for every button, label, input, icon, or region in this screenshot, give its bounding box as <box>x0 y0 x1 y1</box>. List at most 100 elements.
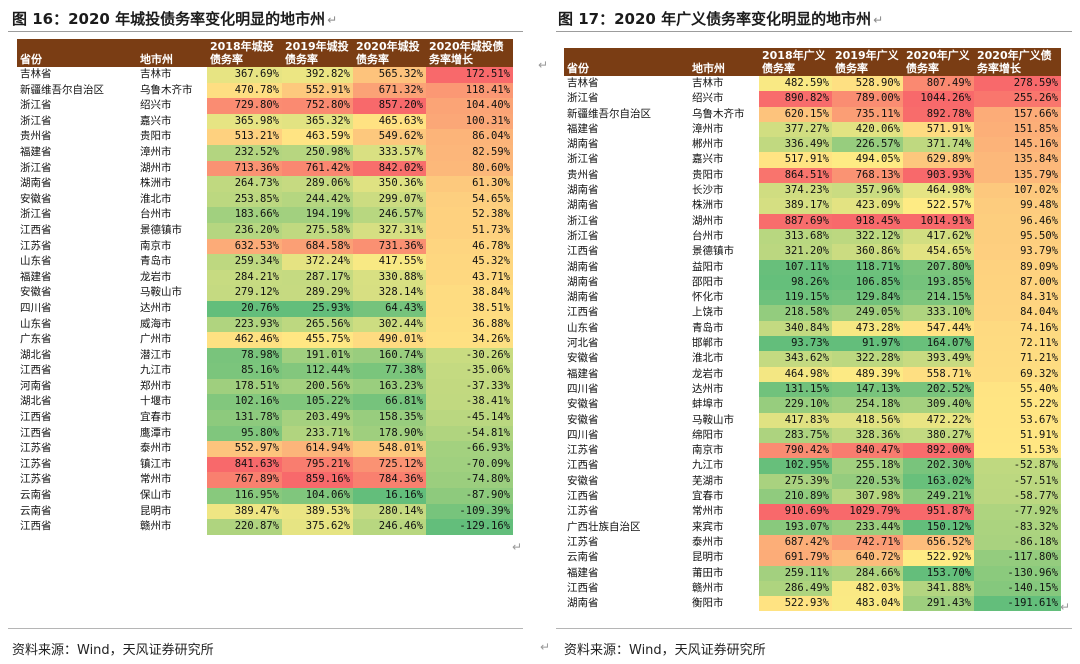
table-row: 安徽省 马鞍山市 417.83% 418.56% 472.22% 53.67% <box>564 412 1061 428</box>
value-cell: 236.20% <box>207 222 282 239</box>
value-cell: 892.00% <box>903 443 974 459</box>
value-cell: 472.22% <box>903 412 974 428</box>
value-cell: 20.76% <box>207 300 282 317</box>
value-cell: -58.77% <box>974 489 1061 505</box>
value-cell: 713.36% <box>207 160 282 177</box>
city-cell: 芜湖市 <box>692 474 724 487</box>
value-cell: 284.66% <box>832 565 903 581</box>
value-cell: 522.57% <box>903 198 974 214</box>
city-cell: 达州市 <box>140 301 172 314</box>
city-cell: 青岛市 <box>692 321 724 334</box>
city-cell: 龙岩市 <box>692 367 724 380</box>
city-cell: 绍兴市 <box>692 92 724 105</box>
value-cell: 482.03% <box>832 580 903 597</box>
city-cell: 绍兴市 <box>140 99 172 112</box>
province-cell: 湖南省 <box>567 184 599 197</box>
value-cell: 327.31% <box>353 222 426 239</box>
province-cell: 江苏省 <box>567 444 599 457</box>
province-cell: 江西省 <box>20 520 52 533</box>
province-cell: 湖南省 <box>567 597 599 610</box>
value-cell: 118.41% <box>426 82 513 99</box>
value-cell: 200.56% <box>282 378 353 395</box>
value-cell: 16.16% <box>353 488 426 504</box>
value-cell: 80.60% <box>426 160 513 177</box>
value-cell: 490.01% <box>353 332 426 348</box>
value-cell: 183.66% <box>207 207 282 223</box>
value-cell: 85.16% <box>207 363 282 379</box>
table-row: 福建省 莆田市 259.11% 284.66% 153.70% -130.96% <box>564 565 1061 581</box>
value-cell: 158.35% <box>353 410 426 426</box>
city-cell: 乌鲁木齐市 <box>140 83 193 96</box>
city-cell: 南京市 <box>692 444 724 457</box>
value-cell: 464.98% <box>903 183 974 199</box>
value-cell: 687.42% <box>759 534 832 551</box>
value-cell: 313.68% <box>759 228 832 245</box>
province-cell: 江苏省 <box>567 535 599 548</box>
value-cell: 286.49% <box>759 580 832 597</box>
value-cell: 464.98% <box>759 366 832 382</box>
value-cell: 377.27% <box>759 121 832 138</box>
value-cell: 951.87% <box>903 504 974 520</box>
value-cell: 54.65% <box>426 191 513 208</box>
province-cell: 吉林省 <box>567 77 599 89</box>
city-cell: 青岛市 <box>140 255 172 268</box>
city-cell: 邯郸市 <box>692 337 724 350</box>
value-cell: 51.53% <box>974 443 1061 459</box>
province-cell: 江苏省 <box>20 442 52 455</box>
value-cell: 558.71% <box>903 366 974 382</box>
value-cell: 752.80% <box>282 98 353 114</box>
value-cell: 309.40% <box>903 397 974 413</box>
table-row: 浙江省 台州市 183.66% 194.19% 246.57% 52.38% <box>17 207 513 223</box>
table-row: 浙江省 湖州市 887.69% 918.45% 1014.91% 96.46% <box>564 213 1061 229</box>
value-cell: 729.80% <box>207 98 282 114</box>
value-cell: 371.74% <box>903 137 974 153</box>
province-cell: 吉林省 <box>20 68 52 80</box>
city-cell: 乌鲁木齐市 <box>692 107 745 120</box>
table-row: 广西壮族自治区 来宾市 193.07% 233.44% 150.12% -83.32% <box>564 519 1061 535</box>
value-cell: 420.06% <box>832 121 903 138</box>
value-cell: 465.63% <box>353 113 426 130</box>
table-row: 山东省 威海市 223.93% 265.56% 302.44% 36.88% <box>17 316 513 333</box>
value-cell: 302.44% <box>353 316 426 333</box>
value-cell: 275.58% <box>282 222 353 239</box>
province-cell: 贵州省 <box>567 168 599 181</box>
value-cell: 52.38% <box>426 207 513 223</box>
city-cell: 保山市 <box>140 489 172 502</box>
table-row: 吉林省 吉林市 367.69% 392.82% 565.32% 172.51% <box>17 67 513 83</box>
value-cell: 795.21% <box>282 456 353 473</box>
city-cell: 台州市 <box>692 229 724 242</box>
province-cell: 浙江省 <box>20 99 52 112</box>
value-cell: 34.26% <box>426 332 513 348</box>
table-row: 江苏省 南京市 632.53% 684.58% 731.36% 46.78% <box>17 238 513 255</box>
value-cell: 129.84% <box>832 290 903 306</box>
city-cell: 湖州市 <box>692 214 724 227</box>
value-cell: 259.34% <box>207 254 282 270</box>
value-cell: 857.20% <box>353 98 426 114</box>
city-cell: 赣州市 <box>692 581 724 594</box>
column-header: 2020年城投债务率 <box>353 39 426 67</box>
value-cell: 333.10% <box>903 305 974 321</box>
table-row: 四川省 达州市 131.15% 147.13% 202.52% 55.40% <box>564 381 1061 398</box>
value-cell: -52.87% <box>974 458 1061 474</box>
table-row: 云南省 保山市 116.95% 104.06% 16.16% -87.90% <box>17 488 513 504</box>
table-row: 湖南省 株洲市 389.17% 423.09% 522.57% 99.48% <box>564 198 1061 214</box>
value-cell: 365.98% <box>207 113 282 130</box>
city-cell: 九江市 <box>692 459 724 472</box>
value-cell: 321.20% <box>759 244 832 260</box>
value-cell: 160.74% <box>353 347 426 364</box>
value-cell: 336.49% <box>759 137 832 153</box>
value-cell: 102.16% <box>207 394 282 411</box>
figure-17-title: 图 17：2020 年广义债务率变化明显的地市州 ↵ <box>558 8 883 29</box>
value-cell: -77.92% <box>974 504 1061 520</box>
value-cell: 66.81% <box>353 394 426 411</box>
value-cell: 571.91% <box>903 121 974 138</box>
city-cell: 常州市 <box>140 473 172 486</box>
value-cell: 194.19% <box>282 207 353 223</box>
value-cell: 249.05% <box>832 305 903 321</box>
city-cell: 鹰潭市 <box>140 426 172 439</box>
value-cell: 291.43% <box>903 596 974 612</box>
value-cell: 93.73% <box>759 336 832 352</box>
column-header: 2020年广义债务率增长 <box>974 48 1061 76</box>
value-cell: -83.32% <box>974 519 1061 535</box>
value-cell: 118.71% <box>832 259 903 275</box>
